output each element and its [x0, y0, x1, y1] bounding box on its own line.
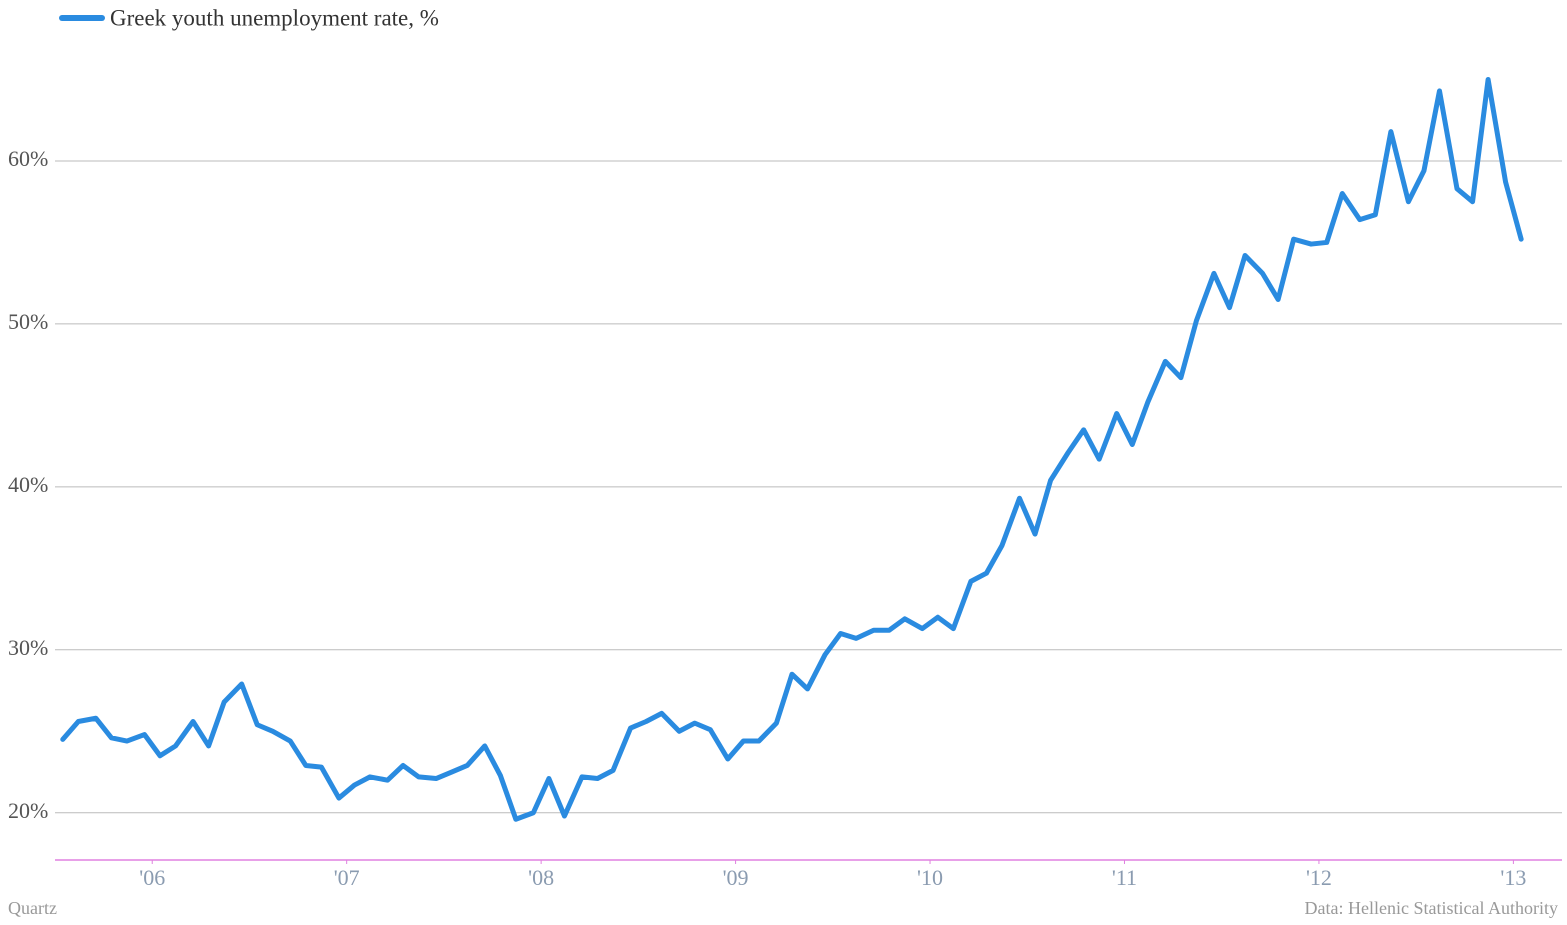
x-tick-label: '13: [1500, 865, 1526, 890]
x-tick-label: '12: [1306, 865, 1332, 890]
source: Data: Hellenic Statistical Authority: [1305, 898, 1558, 918]
y-tick-label: 40%: [8, 472, 48, 497]
x-tick-label: '08: [528, 865, 554, 890]
x-tick-label: '09: [723, 865, 749, 890]
y-tick-label: 60%: [8, 146, 48, 171]
x-tick-label: '06: [139, 865, 165, 890]
line: [60, 76, 1524, 822]
x-tick-label: '07: [334, 865, 360, 890]
y-tick-label: 30%: [8, 635, 48, 660]
x-tick-label: '10: [917, 865, 943, 890]
y-tick-label: 50%: [8, 309, 48, 334]
credit: Quartz: [8, 898, 57, 918]
legend-label: Greek youth unemployment rate, %: [110, 5, 439, 30]
x-tick-label: '11: [1112, 865, 1137, 890]
y-tick-label: 20%: [8, 798, 48, 823]
